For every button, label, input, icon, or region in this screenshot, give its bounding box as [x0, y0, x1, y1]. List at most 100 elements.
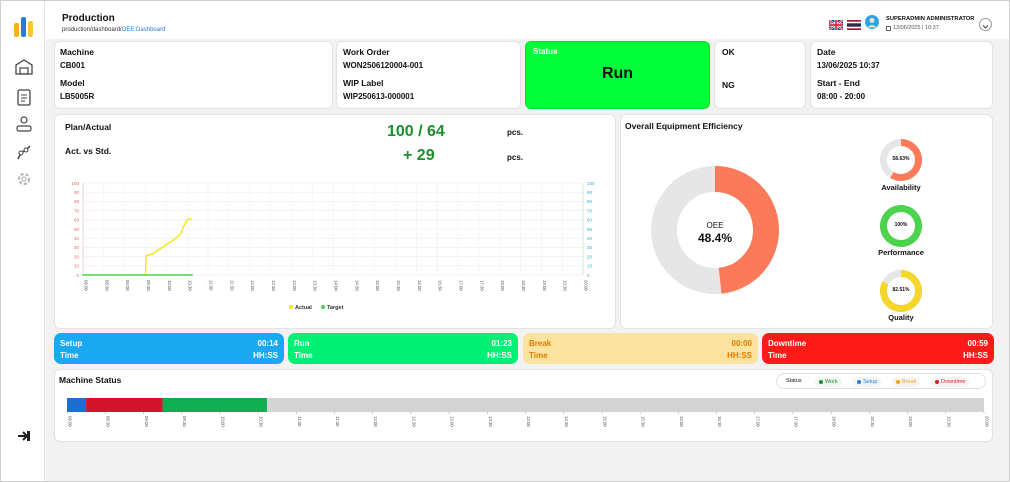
- availability-arc: [890, 139, 922, 181]
- plan-unit: pcs.: [507, 128, 524, 137]
- user-menu-chevron-down-icon[interactable]: [979, 18, 992, 31]
- run-time-unit: HH:SS: [487, 351, 512, 360]
- plan-actual-line-chart: 0 0 10 10 20 20 30 30 40 40 50 50 60 60 70 70 80 80 90 90 10…: [71, 181, 595, 311]
- y-tick-label: 20: [74, 254, 80, 259]
- app-logo[interactable]: [12, 15, 38, 39]
- data-point-actual: [158, 248, 161, 251]
- timeline-segment-setup[interactable]: [67, 398, 87, 412]
- x-tick-label: 15:30: [396, 280, 401, 291]
- break-summary-card: Break 00:00 Time HH:SS: [523, 333, 758, 364]
- x-tick-label: 19:00: [542, 280, 547, 291]
- oee-donut-chart: [651, 166, 779, 294]
- model-value: LB5005R: [60, 92, 95, 101]
- legend-break[interactable]: Break: [892, 377, 921, 387]
- page-title: Production: [62, 13, 115, 24]
- data-point-target: [82, 274, 84, 276]
- x-tick-label: 08:30: [104, 280, 109, 291]
- timeline-tick-label: 14:30: [564, 416, 569, 427]
- machine-status-timeline: 08:00 08:30 09:00 09:30 10:00 10:30 11:00 11:30…: [66, 398, 990, 427]
- timeline-tick-label: 20:00: [985, 416, 990, 427]
- y2-tick-label: 50: [587, 227, 593, 232]
- x-tick-label: 16:00: [417, 280, 422, 291]
- avatar[interactable]: [865, 15, 879, 29]
- robot-arm-icon[interactable]: [13, 141, 35, 163]
- run-value: 01:23: [491, 339, 512, 348]
- y-tick-label: 10: [74, 264, 80, 269]
- run-time-label: Time: [294, 351, 313, 360]
- breadcrumb-current[interactable]: OEE Dashboard: [121, 27, 166, 33]
- legend-downtime[interactable]: Downtime: [931, 377, 970, 387]
- data-point-actual: [189, 217, 192, 220]
- plan-actual-label: Plan/Actual: [65, 122, 112, 132]
- x-tick-label: 12:00: [250, 280, 255, 291]
- legend-setup[interactable]: Setup: [853, 377, 882, 387]
- timeline-tick-label: 17:00: [755, 416, 760, 427]
- downtime-time-unit: HH:SS: [963, 351, 988, 360]
- x-tick-label: 10:30: [188, 280, 193, 291]
- oee-center-label: OEE: [706, 221, 724, 230]
- ok-ng-card: OK NG: [714, 41, 806, 109]
- oee-title: Overall Equipment Efficiency: [625, 121, 743, 131]
- y-tick-label: 40: [74, 236, 80, 241]
- x-tick-label: 15:00: [375, 280, 380, 291]
- break-label: Break: [529, 339, 552, 348]
- main-area: Production production/dashboard/OEE Dash…: [46, 1, 1009, 481]
- timeline-track: [67, 398, 984, 412]
- availability-center: [887, 146, 915, 174]
- timeline-tick-label: 11:30: [335, 416, 340, 427]
- machine-status-card: Machine Status Status Work Setup Break D…: [54, 369, 993, 442]
- oee-donut-center: [677, 192, 753, 268]
- y-tick-label: 60: [74, 218, 80, 223]
- performance-value: 100%: [894, 222, 908, 228]
- factory-icon[interactable]: [13, 56, 35, 78]
- x-tick-label: 11:00: [209, 280, 214, 291]
- y2-tick-label: 70: [587, 208, 593, 213]
- timeline-segment-work[interactable]: [162, 398, 267, 412]
- y2-tick-label: 90: [587, 190, 593, 195]
- legend-label-target: Target: [327, 305, 344, 311]
- x-tick-label: 10:00: [167, 280, 172, 291]
- status-legend: Status Work Setup Break Downtime: [776, 373, 986, 389]
- logout-icon[interactable]: [13, 425, 35, 447]
- timeline-tick-label: 13:00: [450, 416, 455, 427]
- breadcrumb-path[interactable]: production/dashboard/: [62, 27, 122, 33]
- y2-tick-label: 10: [587, 264, 593, 269]
- performance-center: [887, 212, 915, 240]
- uk-flag-icon[interactable]: [828, 17, 844, 31]
- setup-summary-card: Setup 00:14 Time HH:SS: [54, 333, 284, 364]
- thai-flag-icon[interactable]: [847, 17, 861, 30]
- run-summary-card: Run 01:23 Time HH:SS: [288, 333, 518, 364]
- setup-label: Setup: [60, 339, 83, 348]
- timeline-tick-label: 15:30: [641, 416, 646, 427]
- quality-center: [887, 277, 915, 305]
- legend-work[interactable]: Work: [815, 377, 842, 387]
- performance-gauge: [880, 205, 922, 247]
- settings-gear-icon[interactable]: [13, 168, 35, 190]
- x-tick-label: 09:30: [146, 280, 151, 291]
- timeline-tick-label: 10:30: [259, 416, 264, 427]
- y2-tick-label: 80: [587, 199, 593, 204]
- downtime-summary-card: Downtime 00:59 Time HH:SS: [762, 333, 994, 364]
- timeline-tick-label: 19:00: [908, 416, 913, 427]
- setup-time-unit: HH:SS: [253, 351, 278, 360]
- x-tick-label: 14:30: [354, 280, 359, 291]
- wip-value: WIP250613-000001: [343, 92, 415, 101]
- quality-gauge: [880, 270, 922, 312]
- x-tick-label: 18:00: [500, 280, 505, 291]
- timeline-segment-downtime[interactable]: [86, 398, 163, 412]
- quality-value: 82.51%: [892, 287, 910, 293]
- timeline-tick-label: 12:00: [373, 416, 378, 427]
- plan-actual-value: 100 / 64: [387, 123, 445, 140]
- act-vs-std-unit: pcs.: [507, 153, 524, 162]
- x-tick-label: 14:00: [334, 280, 339, 291]
- setup-time-label: Time: [60, 351, 79, 360]
- machine-value: CB001: [60, 61, 85, 70]
- oee-donut-arc: [714, 166, 779, 294]
- calendar-icon: [886, 25, 891, 31]
- top-bar: Production production/dashboard/OEE Dash…: [46, 1, 1009, 39]
- run-label: Run: [294, 339, 310, 348]
- conveyor-icon[interactable]: [13, 114, 35, 136]
- setup-value: 00:14: [257, 339, 278, 348]
- clipboard-icon[interactable]: [13, 86, 35, 108]
- oee-card: Overall Equipment Efficiency OEE 48.4% 5…: [620, 114, 993, 329]
